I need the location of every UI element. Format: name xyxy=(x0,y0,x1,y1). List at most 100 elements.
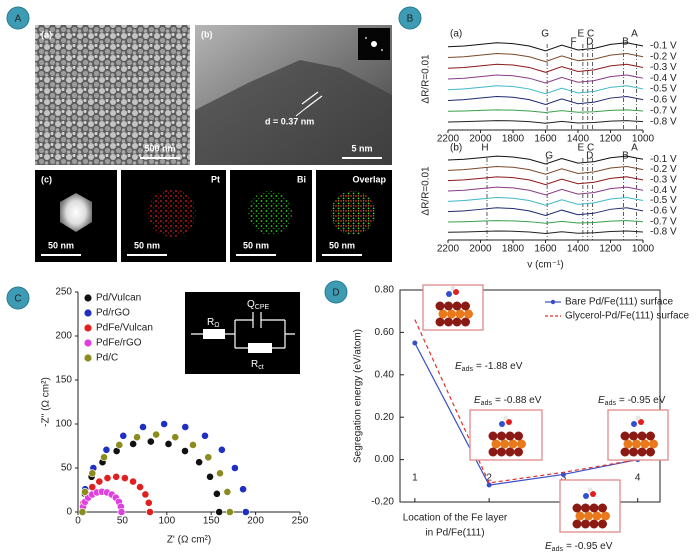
point xyxy=(206,472,214,481)
x-tick-label: 250 xyxy=(292,516,309,527)
micrograph-tag: (a) xyxy=(41,29,52,39)
point xyxy=(129,440,138,448)
point xyxy=(181,447,189,455)
series-line xyxy=(447,42,644,52)
point xyxy=(81,488,89,496)
band-label: G xyxy=(541,29,549,40)
point xyxy=(225,508,234,516)
atom xyxy=(488,431,498,441)
subscript: ct xyxy=(258,364,264,371)
point xyxy=(241,508,250,516)
point xyxy=(119,431,128,440)
adsorbate xyxy=(638,419,644,425)
subscript: Ω xyxy=(214,322,219,329)
y-tick-label: 0.40 xyxy=(375,369,395,380)
adsorbate xyxy=(590,491,596,497)
atom xyxy=(581,503,590,513)
atom xyxy=(598,519,607,529)
scale-bar-label: 50 nm xyxy=(329,240,355,250)
point xyxy=(146,437,155,446)
x-tick-label: 1000 xyxy=(632,134,655,145)
y-axis-label: Segregation energy (eV/atom) xyxy=(353,329,364,463)
subscript: ads xyxy=(462,366,474,373)
legend-label: -0.4 V xyxy=(650,73,677,84)
atom xyxy=(514,447,523,457)
text-part: E xyxy=(598,395,605,406)
legend-label: -0.2 V xyxy=(650,51,677,62)
circuit-label: RΩ xyxy=(207,317,219,329)
scale-bar-label: 5 nm xyxy=(351,143,372,153)
atom xyxy=(589,503,599,513)
subscript: ads xyxy=(552,546,564,553)
x-tick-label: 2200 xyxy=(437,134,460,145)
atom xyxy=(575,511,585,521)
band-label: D xyxy=(586,151,593,162)
y-tick-label: 0 xyxy=(66,507,72,518)
legend-label: Bare Pd/Fe(111) surface xyxy=(565,297,673,308)
atom xyxy=(572,503,582,513)
point xyxy=(78,508,87,516)
legend-label: -0.8 V xyxy=(650,116,677,127)
panel-badge xyxy=(6,6,30,30)
y-tick-label: -0.20 xyxy=(371,497,394,508)
plot-frame xyxy=(399,289,661,503)
x-tick-label: 1200 xyxy=(599,134,622,145)
micrograph-tag: (b) xyxy=(201,29,213,39)
x-tick-label: 1400 xyxy=(567,134,590,145)
micrograph-tag: Overlap xyxy=(352,174,386,184)
x-tick-label: 1200 xyxy=(599,244,622,255)
atom xyxy=(637,431,647,441)
atom xyxy=(500,439,509,449)
series-line xyxy=(447,85,644,95)
atom xyxy=(464,309,473,319)
series-line xyxy=(447,63,644,73)
x-tick-label: 4 xyxy=(635,473,641,484)
adsorbate xyxy=(446,291,452,297)
y-tick-label: 0.00 xyxy=(375,454,395,465)
atom xyxy=(488,447,498,457)
atom xyxy=(447,309,456,319)
series-line xyxy=(447,176,644,186)
x-tick-label: 1000 xyxy=(632,244,655,255)
panel-badge xyxy=(398,6,422,30)
overlap-signal xyxy=(331,191,375,235)
micrograph-tag: Pt xyxy=(211,174,220,184)
adsorbate xyxy=(453,289,459,295)
legend-label: -0.6 V xyxy=(650,94,677,105)
atom xyxy=(508,439,518,449)
point xyxy=(181,423,190,431)
series-line xyxy=(414,342,638,486)
atom xyxy=(598,503,607,513)
text-part: Q xyxy=(247,299,255,310)
point xyxy=(146,508,154,516)
atom xyxy=(435,317,445,327)
panel-badge xyxy=(324,280,348,304)
legend-label: -0.7 V xyxy=(650,106,677,117)
legend-marker xyxy=(84,354,92,362)
tem-particle xyxy=(195,60,392,165)
panel-badge xyxy=(6,286,30,310)
text-part: R xyxy=(207,317,214,328)
point xyxy=(231,464,239,472)
point xyxy=(95,477,104,486)
sem-image xyxy=(35,25,190,165)
legend-label: -0.3 V xyxy=(650,175,677,186)
series-line xyxy=(447,74,644,84)
series-line xyxy=(447,155,644,165)
x-tick-label: 1800 xyxy=(502,244,525,255)
atom xyxy=(497,431,506,441)
pt-signal xyxy=(148,189,196,237)
resistor xyxy=(248,343,272,353)
series-line xyxy=(447,120,644,124)
legend-label: -0.1 V xyxy=(650,154,677,165)
legend-marker xyxy=(84,309,92,317)
point xyxy=(164,440,173,448)
resistor xyxy=(203,329,225,339)
series-line xyxy=(447,230,644,235)
legend-label: -0.4 V xyxy=(650,185,677,196)
pointer xyxy=(295,107,307,117)
text-part: R xyxy=(251,359,258,370)
y-tick-label: 200 xyxy=(55,331,72,342)
text-part: E xyxy=(474,395,481,406)
circuit-label: Rct xyxy=(251,359,264,371)
